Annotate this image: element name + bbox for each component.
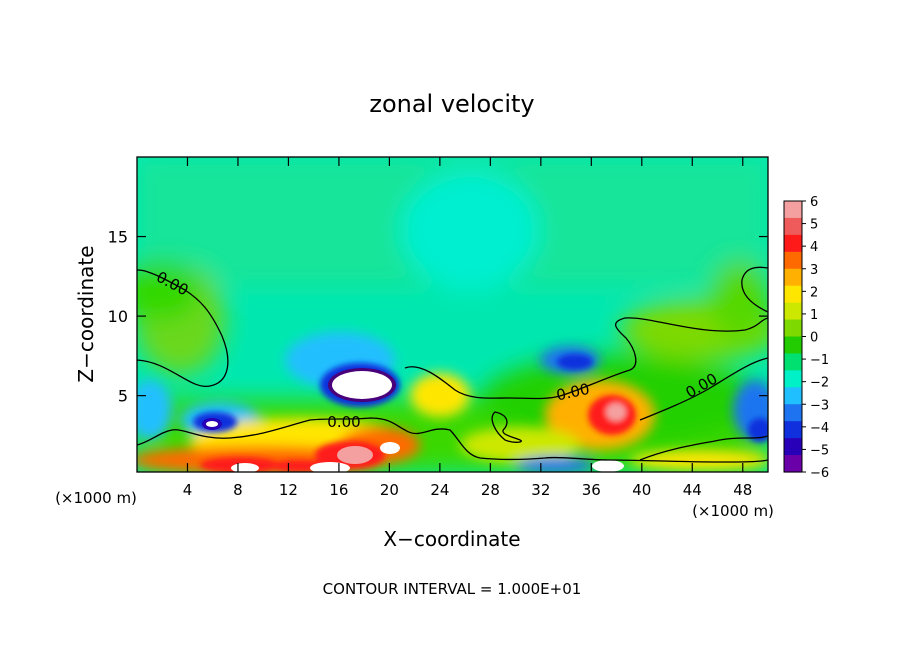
colorbar-swatch — [784, 217, 802, 236]
x-tick-label: 32 — [531, 481, 550, 499]
y-tick-label: 5 — [118, 387, 128, 406]
x-unit-left: (×1000 m) — [55, 489, 137, 507]
x-tick-label: 40 — [632, 481, 651, 499]
y-tick-label: 15 — [108, 228, 128, 247]
contour-line — [137, 417, 768, 463]
colorbar-tick-label: −2 — [810, 376, 829, 391]
contour-line — [741, 266, 768, 313]
x-tick-label: 12 — [279, 481, 298, 499]
colorbar-swatch — [784, 201, 802, 219]
x-tick-label: 20 — [380, 481, 399, 499]
x-tick-label: 16 — [329, 481, 348, 499]
y-tick-label: 10 — [108, 307, 128, 326]
x-axis: 4 8 12 16 20 24 28 32 36 40 44 48 — [183, 157, 752, 499]
colorbar-swatch — [784, 336, 802, 355]
colorbar-swatch — [784, 404, 802, 422]
x-tick-label: 44 — [683, 481, 702, 499]
contour-line — [639, 357, 768, 421]
contour-interval-note: CONTOUR INTERVAL = 1.000E+01 — [323, 580, 582, 598]
colorbar-tick-label: 4 — [810, 240, 818, 255]
colorbar-swatch — [784, 353, 802, 371]
colorbar-tick-label: 1 — [810, 308, 818, 323]
contour-line — [137, 269, 229, 387]
colorbar-swatch — [784, 455, 802, 473]
colorbar-tick-label: −5 — [810, 443, 829, 458]
colorbar-tick-label: −6 — [810, 466, 829, 481]
y-axis-label: Z−coordinate — [74, 245, 98, 382]
colorbar-tick-label: −3 — [810, 398, 829, 413]
y-axis: 5 10 15 — [108, 228, 768, 406]
colorbar-tick-label: −4 — [810, 421, 829, 436]
x-tick-label: 36 — [582, 481, 601, 499]
colorbar-swatch — [784, 251, 802, 270]
colorbar-swatch — [784, 370, 802, 388]
zero-contours — [137, 266, 768, 463]
plot-frame — [136, 156, 769, 473]
x-unit-right: (×1000 m) — [692, 502, 774, 520]
x-tick-label: 24 — [430, 481, 449, 499]
contour-line — [491, 411, 522, 443]
heatmap-field — [137, 157, 768, 472]
x-axis-label: X−coordinate — [383, 527, 520, 551]
contour-labels: 0.00 0.00 0.00 0.00 — [153, 268, 720, 431]
colorbar-tick-label: 6 — [810, 195, 818, 210]
colorbar-swatch — [784, 234, 802, 253]
colorbar-swatch — [784, 302, 802, 321]
x-tick-label: 8 — [233, 481, 243, 499]
colorbar-tick-label: 3 — [810, 263, 818, 278]
x-tick-label: 48 — [733, 481, 752, 499]
colorbar-swatch — [784, 438, 802, 456]
contour-line — [639, 435, 768, 461]
colorbar-tick-label: 0 — [810, 331, 818, 346]
colorbar-swatch — [784, 387, 802, 405]
colorbar: 6 5 4 3 2 1 0 −1 −2 −3 −4 −5 −6 — [783, 195, 829, 481]
contour-line — [404, 317, 768, 400]
chart-title: zonal velocity — [369, 90, 534, 118]
colorbar-tick-label: 5 — [810, 218, 818, 233]
contour-label: 0.00 — [327, 413, 360, 431]
colorbar-swatch — [784, 285, 802, 304]
colorbar-swatch — [784, 319, 802, 338]
colorbar-swatch — [784, 421, 802, 439]
colorbar-tick-label: −1 — [810, 353, 829, 368]
x-tick-label: 28 — [481, 481, 500, 499]
colorbar-swatch — [784, 268, 802, 287]
x-tick-label: 4 — [183, 481, 193, 499]
colorbar-tick-label: 2 — [810, 285, 818, 300]
